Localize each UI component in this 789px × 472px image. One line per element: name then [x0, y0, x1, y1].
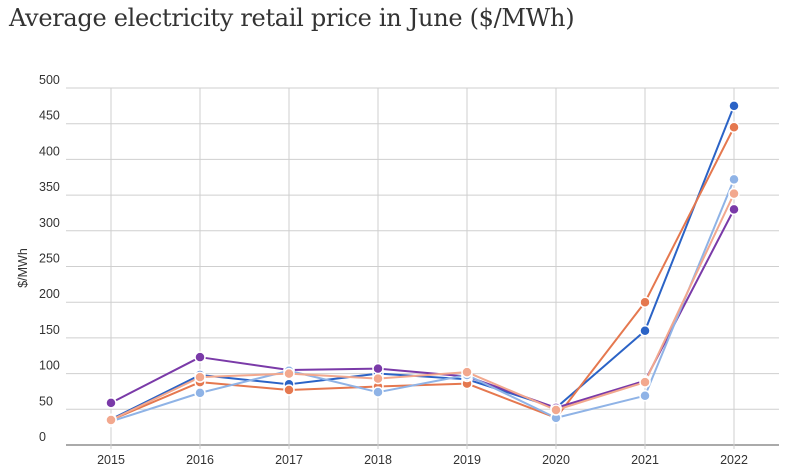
data-point — [372, 372, 384, 385]
data-point — [728, 203, 740, 216]
data-point — [194, 351, 206, 363]
y-tick-label: 250 — [39, 252, 60, 266]
x-tick-label: 2022 — [720, 453, 748, 467]
x-tick-labels: 2015 2016 2017 2018 2019 2020 2021 2022 — [97, 453, 748, 467]
data-point — [194, 371, 206, 383]
series-line-3 — [110, 208, 735, 409]
x-tick-label: 2020 — [542, 453, 570, 467]
x-tick-label: 2021 — [631, 453, 659, 467]
data-point — [728, 121, 740, 134]
x-tick-label: 2018 — [364, 453, 392, 467]
grid — [66, 87, 779, 449]
y-tick-label: 0 — [39, 430, 46, 444]
data-point — [105, 414, 117, 426]
x-tick-label: 2016 — [186, 453, 214, 467]
y-tick-label: 50 — [39, 394, 53, 408]
data-point — [194, 387, 206, 399]
data-point — [461, 366, 473, 378]
y-tick-label: 450 — [39, 109, 60, 123]
data-point — [372, 362, 384, 375]
y-tick-label: 500 — [39, 73, 60, 87]
series-line-2 — [110, 126, 735, 421]
data-point — [283, 384, 295, 396]
series-line-5 — [110, 193, 735, 421]
data-point — [728, 100, 740, 112]
y-tick-label: 150 — [39, 323, 60, 337]
data-point — [105, 397, 117, 409]
y-tick-label: 100 — [39, 359, 60, 373]
y-tick-label: 200 — [39, 287, 60, 301]
data-point — [639, 389, 651, 402]
y-tick-label: 300 — [39, 216, 60, 230]
data-point — [372, 386, 384, 398]
y-tick-labels: 0 50 100 150 200 250 300 350 400 450 500 — [39, 73, 60, 444]
y-axis-label: $/MWh — [16, 248, 30, 288]
y-tick-label: 400 — [39, 144, 60, 158]
x-tick-label: 2019 — [453, 453, 481, 467]
data-point — [639, 296, 651, 308]
data-point — [639, 376, 651, 388]
series-line-4 — [110, 179, 735, 423]
x-tick-label: 2017 — [275, 453, 303, 467]
data-point — [550, 404, 562, 416]
data-point — [728, 187, 740, 200]
chart-title: Average electricity retail price in June… — [9, 4, 575, 32]
data-point — [639, 325, 651, 337]
y-tick-label: 350 — [39, 180, 60, 194]
data-point — [283, 367, 295, 380]
data-point — [728, 173, 740, 186]
x-tick-label: 2015 — [97, 453, 125, 467]
series-lines — [105, 100, 740, 428]
